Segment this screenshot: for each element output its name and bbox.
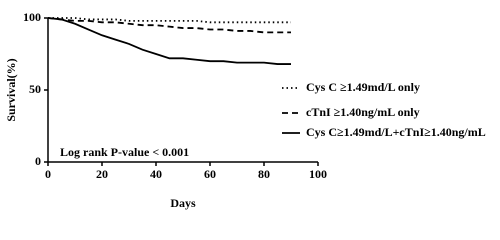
y-tick-label: 0 — [35, 154, 41, 168]
x-tick-label: 0 — [45, 167, 51, 181]
x-tick-label: 40 — [150, 167, 162, 181]
legend-label: Cys C≥1.49md/L+cTnI≥1.40ng/mL — [306, 125, 486, 139]
x-axis-title: Days — [170, 196, 196, 210]
legend-label: Cys C ≥1.49md/L only — [306, 80, 420, 94]
survival-line — [48, 17, 291, 24]
x-tick-label: 20 — [96, 167, 108, 181]
y-tick-label: 50 — [29, 82, 41, 96]
x-tick-label: 80 — [258, 167, 270, 181]
legend-label: cTnI ≥1.40ng/mL only — [306, 105, 420, 119]
x-tick-label: 60 — [204, 167, 216, 181]
y-axis-title: Survival(%) — [4, 58, 18, 121]
y-tick-label: 100 — [23, 10, 41, 24]
survival-line — [47, 17, 291, 65]
survival-line — [47, 17, 291, 34]
annotation: Log rank P-value < 0.001 — [60, 145, 189, 159]
x-tick-label: 100 — [309, 167, 327, 181]
chart: Days Survival(%) Log rank P-value < 0.00… — [4, 10, 486, 210]
